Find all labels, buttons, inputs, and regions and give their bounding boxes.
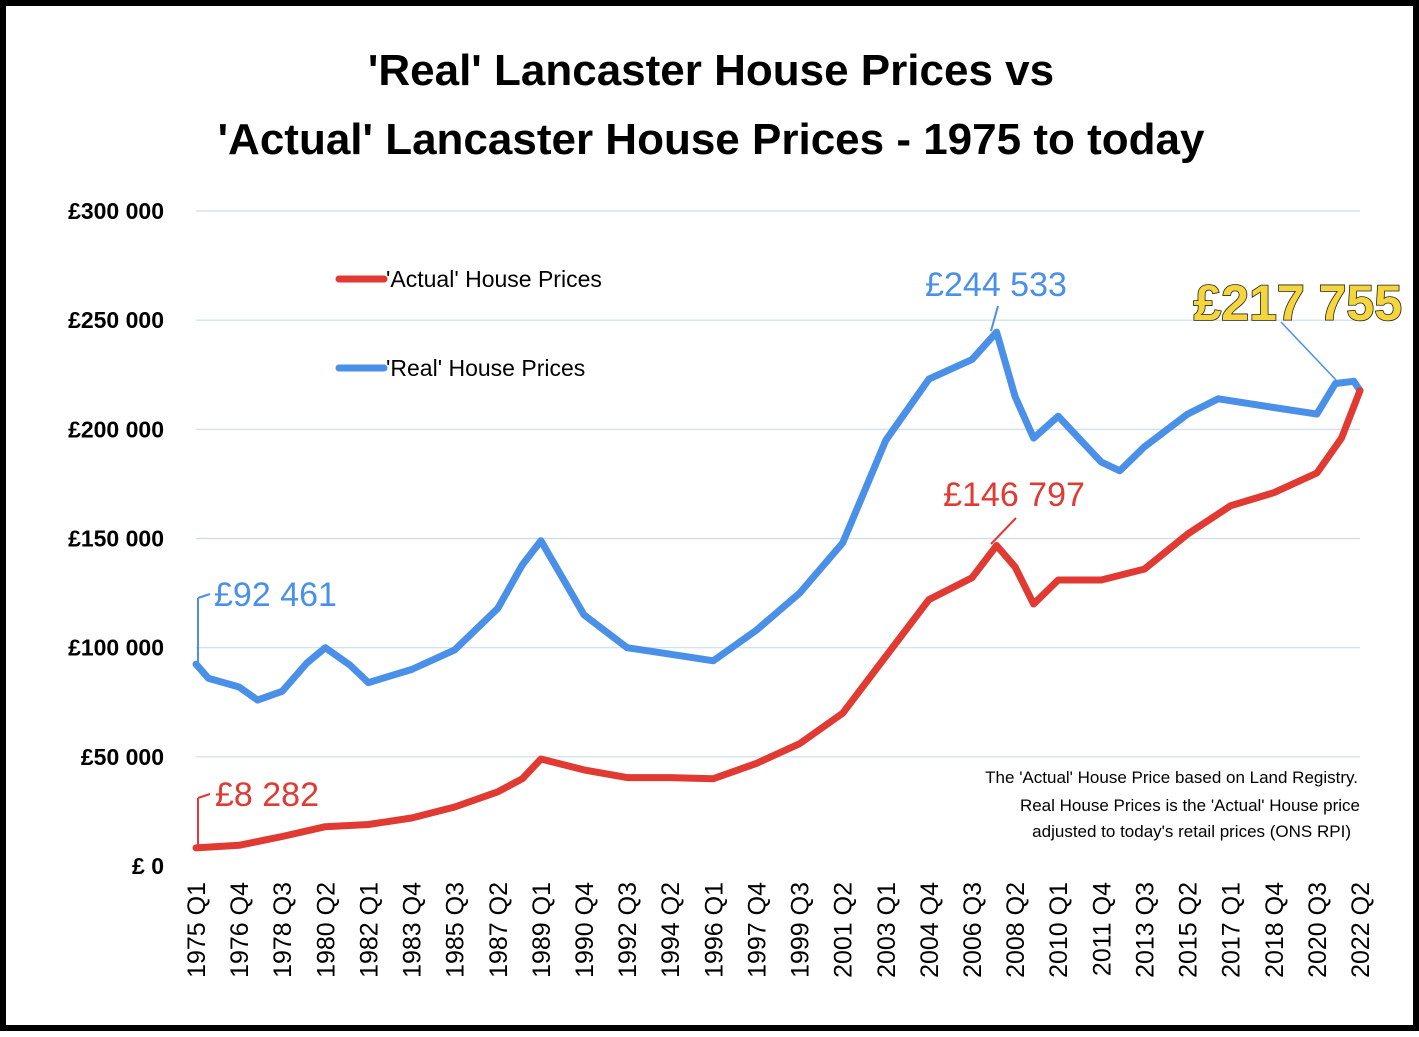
annotations: £92 461 £8 282 £244 533 £146 797 £217 75… [197, 266, 1403, 848]
series-line-actual [192, 387, 1364, 852]
annotation-latest: £217 755 [1193, 275, 1402, 331]
leader-line-actual-peak [990, 517, 1017, 545]
x-tick-label: 2011 Q4 [1088, 882, 1116, 976]
y-tick-label: £100 000 [68, 635, 164, 661]
x-tick-label: 1980 Q2 [312, 882, 340, 978]
y-axis-ticks: £ 0 £50 000 £100 000 £150 000 £200 000 £250 0… [68, 198, 164, 879]
legend-label-real: 'Real' House Prices [386, 355, 585, 381]
y-tick-label: £ 0 [132, 853, 164, 879]
x-tick-label: 1987 Q2 [485, 882, 513, 978]
chart-title-line-1: 'Real' Lancaster House Prices vs [368, 46, 1054, 95]
leader-line-latest [1280, 321, 1337, 381]
series-lines [192, 328, 1364, 852]
leader-line-actual-start-cap [197, 793, 211, 799]
note-line-1: The 'Actual' House Price based on Land R… [985, 768, 1358, 787]
x-tick-label: 1999 Q3 [787, 882, 815, 978]
x-tick-label: 2020 Q3 [1304, 882, 1332, 978]
y-tick-label: £50 000 [81, 744, 164, 770]
leader-line-real-start-cap [197, 593, 211, 599]
gridlines [196, 210, 1360, 758]
leader-line-real-peak [990, 305, 999, 332]
chart-title-line-2: 'Actual' Lancaster House Prices - 1975 t… [218, 115, 1205, 164]
annotation-actual-start: £8 282 [215, 776, 319, 814]
x-tick-label: 1989 Q1 [528, 882, 556, 978]
annotation-real-start: £92 461 [214, 576, 337, 614]
note-line-2: Real House Prices is the 'Actual' House … [1020, 796, 1360, 815]
x-tick-label: 2010 Q1 [1045, 882, 1073, 978]
legend-label-actual: 'Actual' House Prices [386, 266, 602, 292]
y-tick-label: £150 000 [68, 526, 164, 552]
x-tick-label: 2004 Q4 [916, 882, 944, 978]
x-tick-label: 1983 Q4 [399, 882, 427, 978]
annotation-real-peak: £244 533 [925, 266, 1067, 304]
x-tick-label: 2017 Q1 [1218, 882, 1246, 978]
x-tick-label: 2018 Q4 [1261, 882, 1289, 978]
note-line-3: adjusted to today's retail prices (ONS R… [1032, 822, 1351, 841]
y-tick-label: £300 000 [68, 198, 164, 224]
legend: 'Actual' House Prices 'Real' House Price… [335, 266, 602, 381]
x-tick-label: 2022 Q2 [1347, 882, 1375, 978]
x-tick-label: 1978 Q3 [269, 882, 297, 978]
x-tick-label: 1976 Q4 [226, 882, 254, 978]
x-tick-label: 1990 Q4 [571, 882, 599, 978]
x-tick-label: 1975 Q1 [183, 882, 211, 978]
source-note: The 'Actual' House Price based on Land R… [985, 768, 1360, 841]
x-tick-label: 1996 Q1 [700, 882, 728, 978]
x-tick-label: 1997 Q4 [743, 882, 771, 978]
x-tick-label: 2013 Q3 [1131, 882, 1159, 978]
x-axis-ticks: 1975 Q1 1976 Q4 1978 Q3 1980 Q2 1982 Q1 1983 … [183, 882, 1375, 978]
x-tick-label: 1994 Q2 [657, 882, 685, 978]
y-tick-label: £250 000 [68, 307, 164, 333]
x-tick-label: 1992 Q3 [614, 882, 642, 978]
x-tick-label: 2003 Q1 [873, 882, 901, 978]
x-tick-label: 2001 Q2 [830, 882, 858, 978]
x-tick-label: 1982 Q1 [355, 882, 383, 978]
annotation-actual-peak: £146 797 [943, 476, 1085, 514]
series-line-real [192, 328, 1364, 704]
y-tick-label: £200 000 [68, 416, 164, 442]
x-tick-label: 2006 Q3 [959, 882, 987, 978]
x-tick-label: 2015 Q2 [1175, 882, 1203, 978]
line-chart: 'Real' Lancaster House Prices vs 'Actual… [68, 46, 1403, 978]
x-tick-label: 2008 Q2 [1002, 882, 1030, 978]
x-tick-label: 1985 Q3 [442, 882, 470, 978]
